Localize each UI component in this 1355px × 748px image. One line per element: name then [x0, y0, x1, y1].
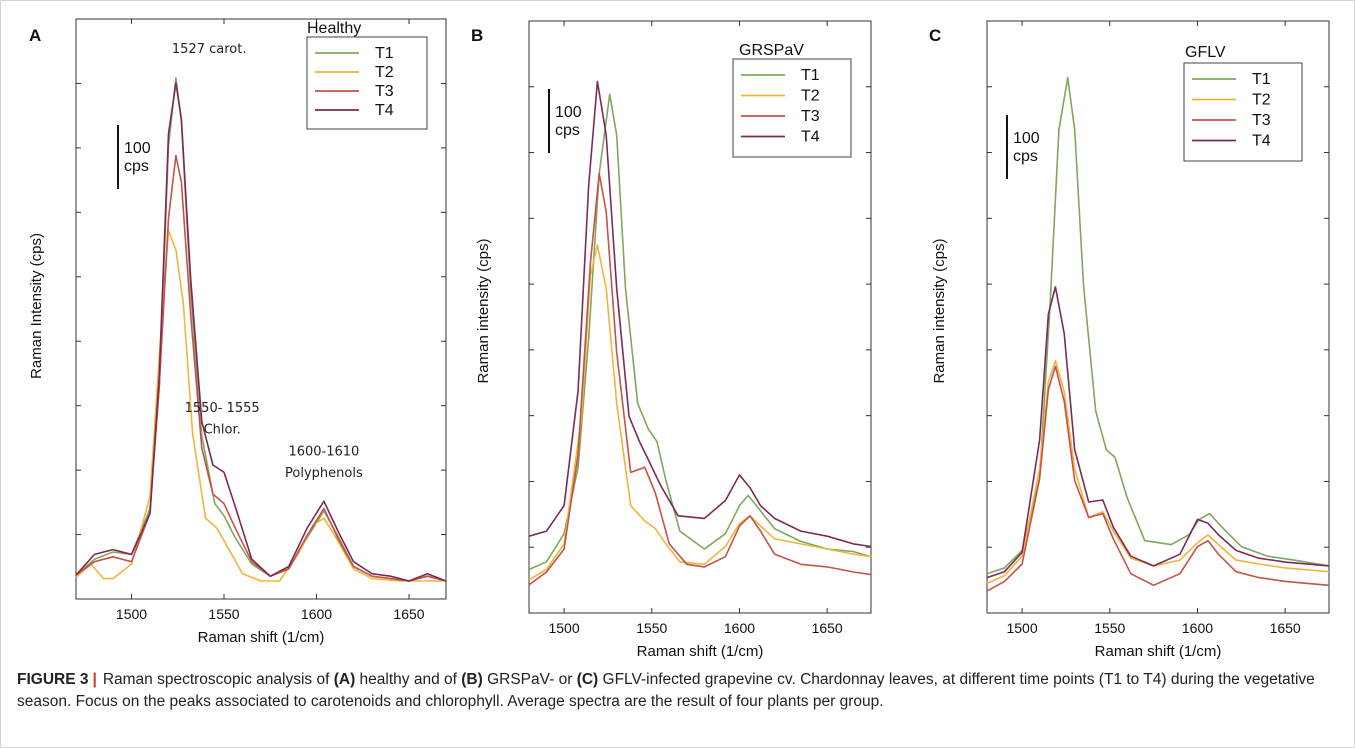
peak-annotation: 1600-1610 — [288, 444, 359, 459]
x-axis-label: Raman shift (1/cm) — [637, 643, 764, 660]
legend-label-t1: T1 — [801, 67, 820, 84]
legend-label-t1: T1 — [1252, 71, 1271, 88]
x-tick-label: 1600 — [724, 620, 755, 636]
scalebar-value: 100 — [124, 140, 151, 157]
legend-label-t4: T4 — [801, 129, 820, 146]
x-tick-label: 1550 — [1094, 620, 1125, 636]
scalebar-unit: cps — [124, 158, 149, 175]
legend-label-t4: T4 — [1252, 133, 1271, 150]
series-line-t1 — [528, 93, 872, 571]
peak-annotation: 1550- 1555 — [185, 401, 260, 416]
x-tick-label: 1500 — [1006, 620, 1037, 636]
x-tick-label: 1600 — [301, 606, 332, 622]
caption-label: FIGURE 3 — [17, 671, 89, 688]
scalebar-value: 100 — [555, 104, 582, 121]
plot-frame — [986, 20, 1330, 614]
caption-panel-c: (C) — [576, 671, 599, 688]
series-line-t2 — [75, 229, 446, 582]
legend-box — [1183, 62, 1303, 162]
panel-letter: C — [929, 26, 941, 45]
legend-title: Healthy — [307, 20, 361, 37]
series-line-t3 — [528, 172, 872, 586]
legend-label-t3: T3 — [375, 83, 394, 100]
x-tick-label: 1550 — [636, 620, 667, 636]
figure-caption: FIGURE 3 | Raman spectroscopic analysis of… — [17, 669, 1337, 712]
legend-label-t4: T4 — [375, 102, 394, 119]
scalebar-unit: cps — [555, 122, 580, 139]
caption-separator: | — [92, 671, 97, 688]
peak-annotation: 1527 carot. — [172, 42, 247, 57]
x-tick-label: 1650 — [1270, 620, 1301, 636]
caption-text-3: GRSPaV- or — [482, 671, 577, 688]
series-line-t4 — [75, 82, 447, 582]
x-axis-label: Raman shift (1/cm) — [1095, 643, 1222, 660]
x-tick-label: 1500 — [116, 606, 147, 622]
panel-letter: B — [471, 26, 483, 45]
x-tick-label: 1500 — [548, 620, 579, 636]
x-tick-label: 1650 — [812, 620, 843, 636]
legend-box — [306, 36, 428, 130]
series-line-t2 — [986, 359, 1330, 585]
legend-label-t2: T2 — [1252, 92, 1271, 109]
caption-panel-b: (B) — [461, 671, 483, 688]
peak-annotation: Polyphenols — [285, 466, 363, 481]
series-line-t1 — [986, 76, 1330, 575]
x-tick-label: 1550 — [208, 606, 239, 622]
legend-label-t1: T1 — [375, 45, 394, 62]
legend-title: GRSPaV — [739, 42, 804, 59]
caption-text-4: GFLV-infected grapevine cv. Chardonnay l… — [17, 671, 1315, 710]
legend-title: GFLV — [1185, 44, 1226, 61]
caption-text-1: Raman spectroscopic analysis of — [102, 671, 334, 688]
scalebar-unit: cps — [1013, 148, 1038, 165]
x-tick-label: 1650 — [393, 606, 424, 622]
series-line-t2 — [528, 244, 872, 581]
series-line-t3 — [75, 154, 447, 582]
plot-frame — [75, 18, 447, 600]
series-line-t4 — [528, 80, 872, 548]
scalebar-value: 100 — [1013, 130, 1040, 147]
legend-box — [732, 58, 852, 158]
x-tick-label: 1600 — [1182, 620, 1213, 636]
panel-letter: A — [29, 26, 41, 45]
peak-annotation: Chlor. — [204, 423, 241, 438]
legend-label-t2: T2 — [375, 64, 394, 81]
legend-label-t3: T3 — [1252, 112, 1271, 129]
series-line-t3 — [986, 365, 1330, 592]
y-axis-label: Raman Intensity (cps) — [28, 233, 45, 379]
x-axis-label: Raman shift (1/cm) — [198, 629, 325, 646]
caption-text-2: healthy and of — [355, 671, 462, 688]
y-axis-label: Raman intensity (cps) — [475, 238, 492, 383]
legend-label-t2: T2 — [801, 88, 820, 105]
y-axis-label: Raman intensity (cps) — [931, 238, 948, 383]
plot-frame — [528, 20, 872, 614]
series-line-t4 — [986, 286, 1330, 579]
legend-label-t3: T3 — [801, 108, 820, 125]
caption-panel-a: (A) — [333, 671, 356, 688]
